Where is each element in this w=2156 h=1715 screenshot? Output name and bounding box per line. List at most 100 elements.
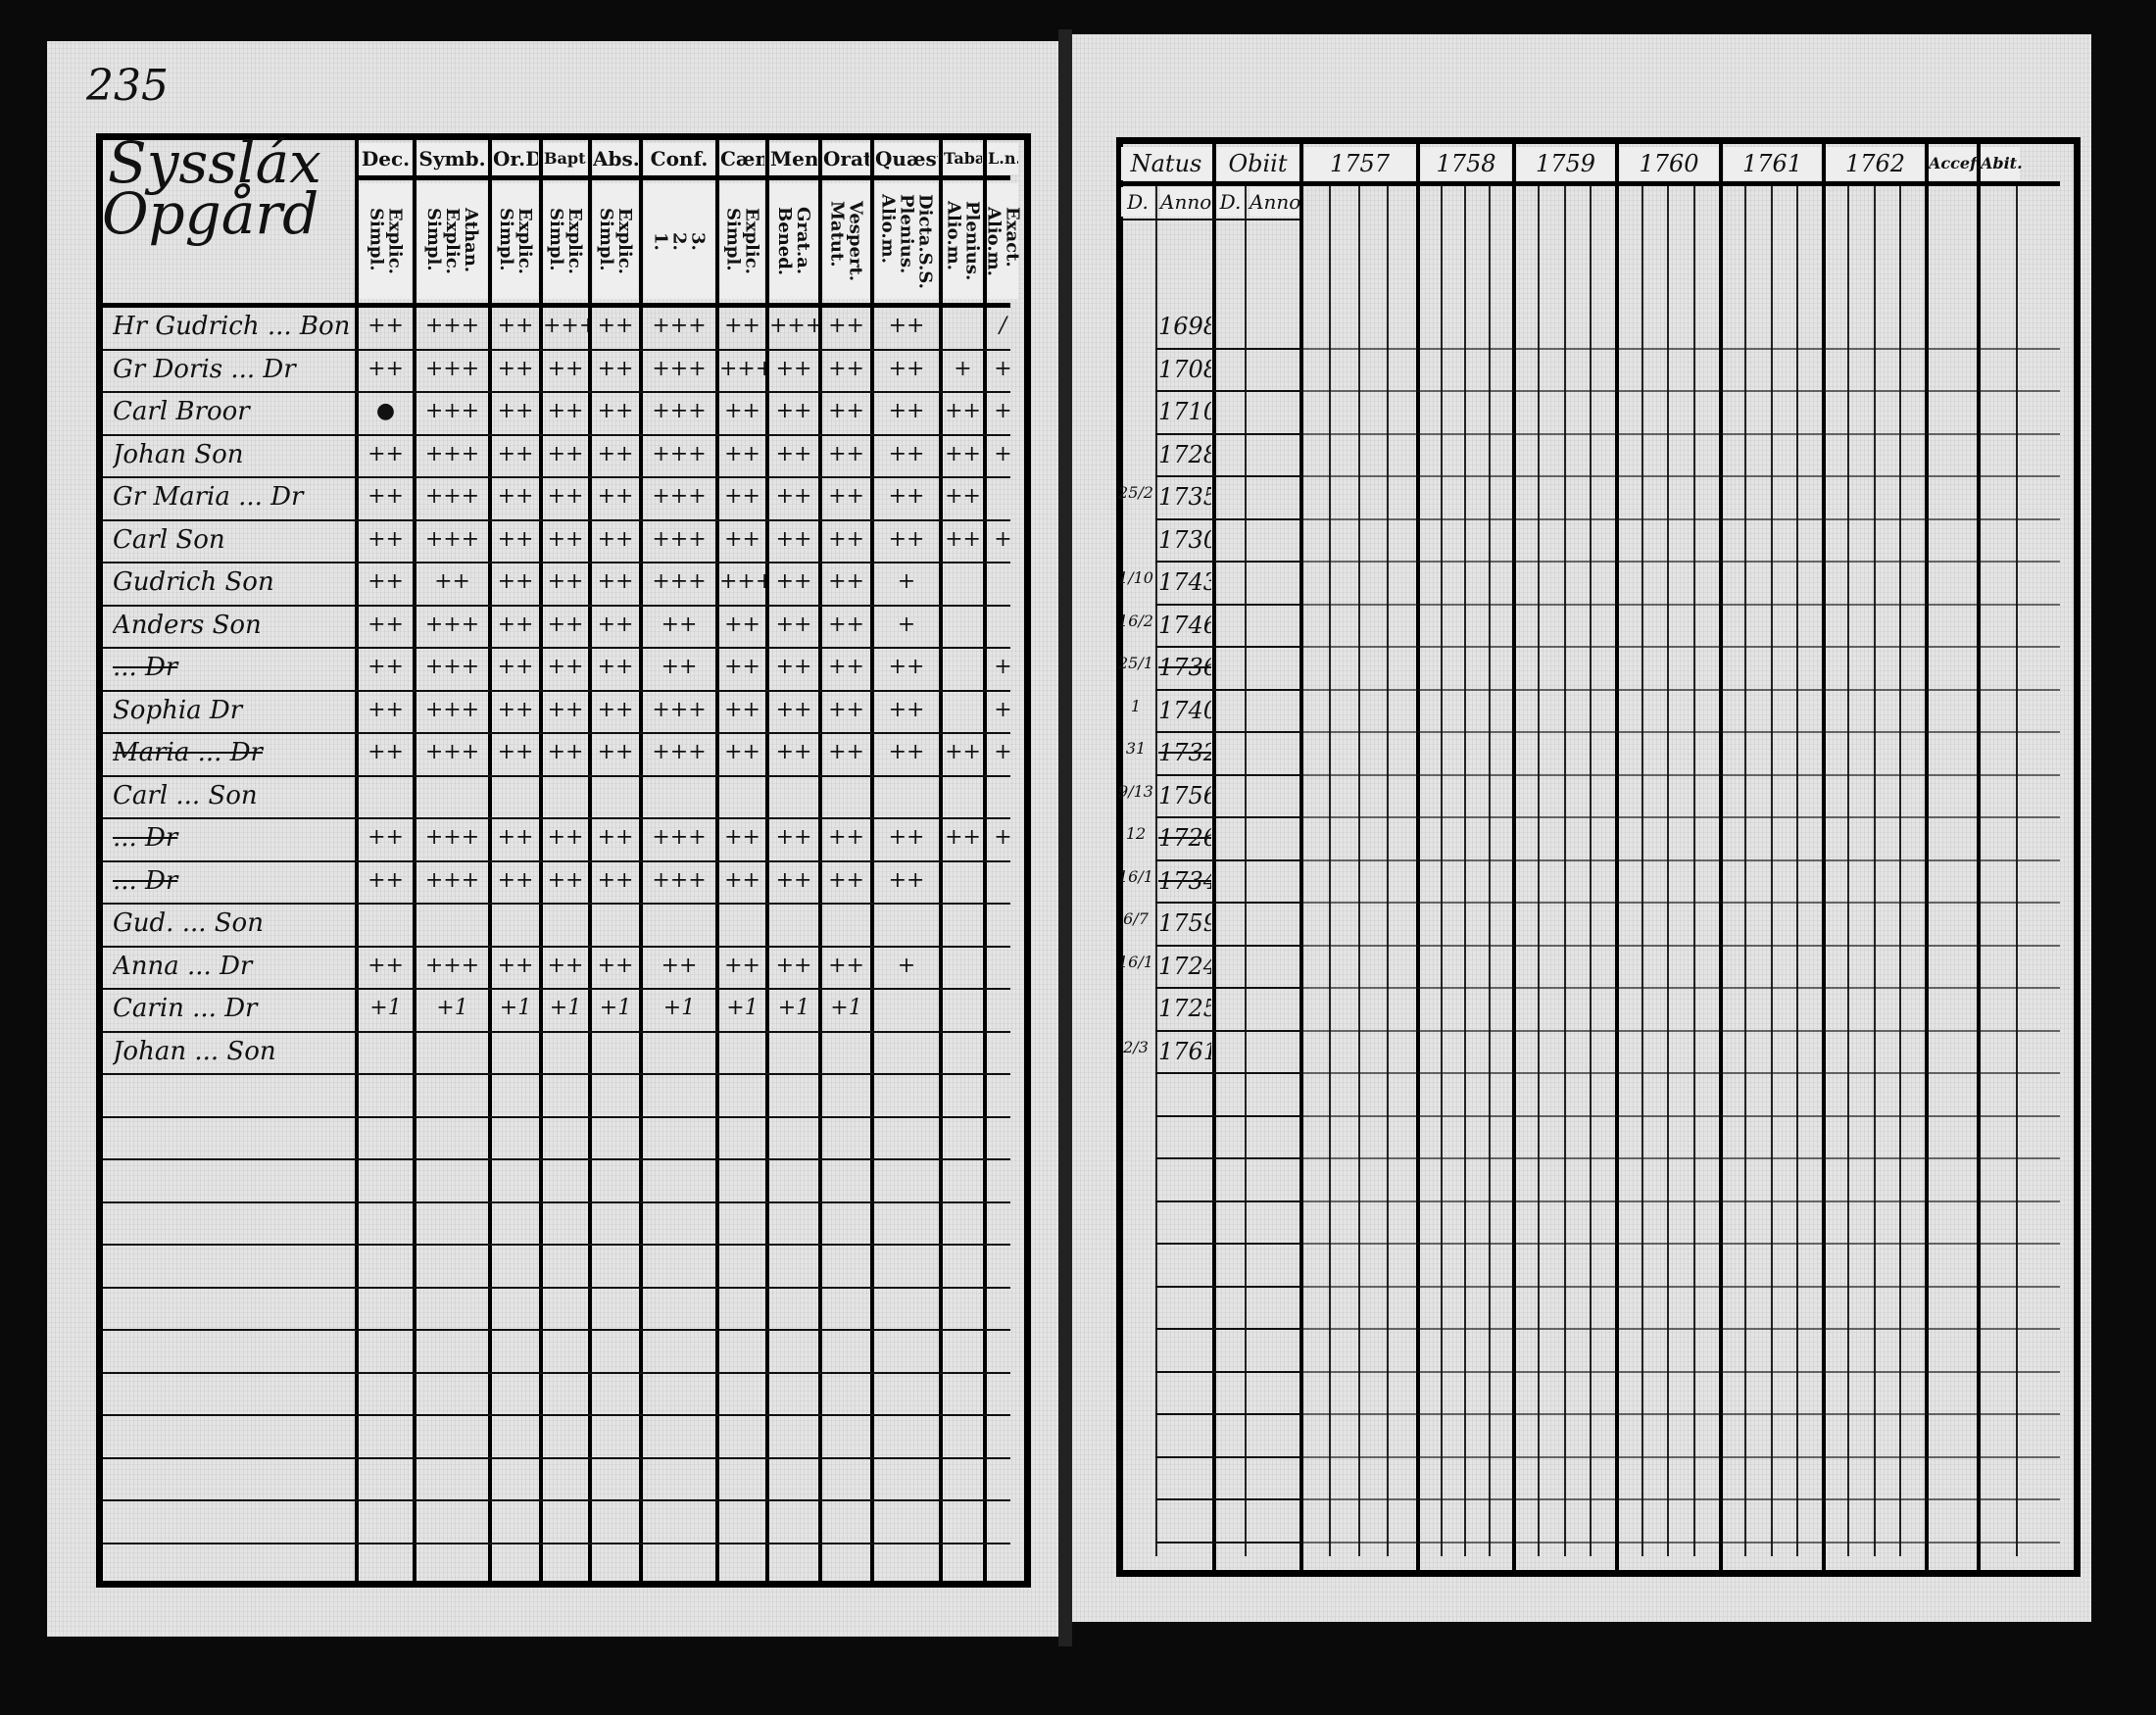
year-subcolumn-divider <box>1847 181 1850 1556</box>
row-divider <box>1155 561 1299 563</box>
right-page <box>1072 34 2091 1622</box>
row-divider <box>1155 1328 1299 1330</box>
birth-year: 1732 <box>1158 739 1211 766</box>
row-divider <box>103 1414 1010 1416</box>
exam-mark: ++ <box>597 825 634 850</box>
exam-mark: ++ <box>497 655 534 679</box>
row-divider <box>1155 902 1299 904</box>
exam-mark: ++ <box>724 655 760 679</box>
person-name: Hr Gudrich ... Bon <box>113 312 351 341</box>
exam-mark: ++ <box>888 314 925 338</box>
row-divider <box>1299 1029 2060 1032</box>
exam-mark: +++ <box>543 314 588 338</box>
exam-mark: ++ <box>368 356 404 381</box>
row-divider <box>1299 688 2060 691</box>
row-divider <box>1155 1243 1299 1245</box>
row-divider <box>103 391 1010 393</box>
row-divider <box>103 348 1010 351</box>
row-divider <box>1299 1114 2060 1117</box>
column-divider <box>1416 144 1420 1570</box>
birth-year: 1724 <box>1158 952 1211 980</box>
exam-mark: ++ <box>597 569 634 594</box>
row-divider <box>1155 603 1299 606</box>
row-divider <box>1299 1455 2060 1458</box>
row-divider <box>103 433 1010 436</box>
year-subcolumn-divider <box>1873 181 1876 1556</box>
subcolumn-divider <box>1245 181 1247 1556</box>
year-subcolumn-divider <box>1464 181 1466 1556</box>
column-subheader: Exact. Alio.m. <box>984 183 1023 299</box>
year-header: 1762 <box>1827 147 1924 180</box>
exam-mark: ++ <box>945 825 981 850</box>
exam-mark: ++ <box>888 697 925 722</box>
row-divider <box>103 1115 1010 1118</box>
person-name: Sophia Dr <box>113 695 243 725</box>
row-divider <box>103 774 1010 777</box>
row-divider <box>1299 1541 2060 1544</box>
person-name: Johan Son <box>113 439 244 469</box>
exam-mark: ++ <box>888 441 925 466</box>
row-divider <box>103 903 1010 905</box>
exam-mark: ++ <box>497 612 534 637</box>
row-divider <box>1155 858 1299 861</box>
birth-year: 1761 <box>1158 1037 1211 1065</box>
birth-year: 1698 <box>1158 313 1211 340</box>
row-divider <box>1155 944 1299 947</box>
exam-mark: ++ <box>828 697 864 722</box>
exam-mark: +1 <box>662 996 696 1020</box>
row-divider <box>103 518 1010 521</box>
obiit-day-header: D. <box>1217 187 1244 217</box>
birth-year: 1728 <box>1158 440 1211 468</box>
row-divider <box>1155 1029 1299 1032</box>
row-divider <box>1299 517 2060 520</box>
row-divider <box>103 1030 1010 1033</box>
column-header: L.n. <box>988 143 1018 174</box>
exam-mark: +++ <box>652 825 707 850</box>
row-divider <box>1155 1455 1299 1458</box>
exam-mark: +++ <box>652 441 707 466</box>
person-name: Carin ... Dr <box>113 994 258 1023</box>
exam-mark: ++ <box>597 441 634 466</box>
row-divider <box>1155 987 1299 989</box>
row-divider <box>1155 517 1299 520</box>
column-header: Bapt. <box>544 143 587 174</box>
exam-mark: ++ <box>547 740 584 764</box>
obiit-year-header: Anno <box>1250 187 1300 217</box>
row-divider <box>1299 816 2060 818</box>
catechism-table: Dec. Explic. Simpl. Symb. Athan. Explic. Si… <box>96 133 1031 1588</box>
exam-mark: ● <box>375 399 396 423</box>
exam-mark: ++ <box>888 740 925 764</box>
exam-mark: + <box>994 655 1012 679</box>
row-divider <box>1299 603 2060 606</box>
birth-day: 31 <box>1125 739 1147 758</box>
birth-day: 2/3 <box>1123 1037 1149 1056</box>
row-divider <box>1155 731 1299 733</box>
exam-mark: ++ <box>888 655 925 679</box>
column-divider <box>1822 144 1826 1570</box>
exam-mark: ++ <box>775 441 812 466</box>
row-divider <box>103 647 1010 649</box>
row-divider <box>1299 1200 2060 1202</box>
exam-mark: / <box>999 314 1007 338</box>
year-subcolumn-divider <box>1667 181 1669 1556</box>
birth-year: 1710 <box>1158 398 1211 425</box>
exam-mark: +++ <box>652 356 707 381</box>
person-name: Carl ... Son <box>113 780 258 810</box>
exam-mark: ++ <box>547 526 584 552</box>
exam-mark: ++ <box>888 867 925 893</box>
exam-mark: ++ <box>547 655 584 679</box>
exam-mark: ++ <box>368 612 404 637</box>
column-header: Tabæ <box>944 143 982 174</box>
subcolumn-divider <box>1155 181 1157 1556</box>
exam-mark: ++ <box>724 697 760 722</box>
birth-year: 1756 <box>1158 781 1211 809</box>
exam-mark: +++ <box>424 484 480 509</box>
exam-mark: +++ <box>719 356 765 381</box>
exam-mark: ++ <box>775 526 812 552</box>
exam-mark: +1 <box>599 996 632 1020</box>
exam-mark: + <box>994 740 1012 764</box>
natus-header: Natus <box>1121 147 1211 180</box>
exam-mark: +++ <box>424 867 480 893</box>
exam-mark: ++ <box>724 399 760 423</box>
column-subheader: 3. 2. 1. <box>644 183 714 299</box>
